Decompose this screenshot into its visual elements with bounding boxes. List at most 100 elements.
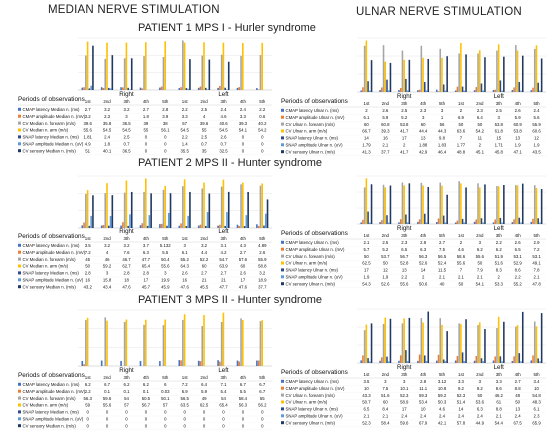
data-value-label: 0 — [145, 423, 148, 428]
data-value-label: 62.7 — [122, 264, 131, 269]
category-tick-label: 1st — [458, 372, 465, 377]
data-value-label: 0 — [87, 417, 90, 422]
bar — [220, 186, 223, 228]
data-value-label: 2.8 — [420, 379, 427, 384]
data-value-label: 50.4 — [161, 257, 170, 262]
data-value-label: 1.71 — [495, 143, 504, 148]
data-value-label: 2.5 — [496, 108, 503, 113]
bar — [106, 42, 108, 90]
data-value-label: 5.9 — [515, 115, 522, 120]
data-value-label: 8.3 — [496, 268, 503, 273]
bar — [540, 313, 543, 363]
patient3-title: PATIENT 3 MPS II - Hunter syndrome — [138, 294, 322, 306]
bar — [444, 361, 447, 363]
series-legend-label: CV Ulnar n. arm (m/s) — [286, 400, 328, 405]
bar — [86, 317, 89, 366]
category-tick-label: 2nd — [200, 236, 208, 241]
category-tick-label: 2nd — [476, 372, 484, 377]
bar — [463, 361, 466, 363]
data-value-label: 2 — [460, 240, 463, 245]
data-value-label: 5.5 — [162, 250, 169, 255]
data-value-label: 2.1 — [477, 275, 484, 280]
data-value-label: 0 — [164, 135, 167, 140]
bar — [424, 81, 426, 92]
data-value-label: 4.89 — [258, 243, 267, 248]
data-value-label: 2.4 — [420, 414, 427, 419]
series-legend-label: CV sensory Ulnar n. (m/s) — [286, 281, 336, 286]
data-value-label: 0.1 — [104, 389, 111, 394]
data-value-label: 2.4 — [104, 135, 111, 140]
side-label-left: Left — [494, 225, 505, 232]
legend-swatch — [18, 135, 21, 139]
data-value-label: 0.7 — [124, 142, 131, 147]
category-tick-label: 5th — [259, 236, 266, 241]
data-value-label: 52.9 — [513, 261, 522, 266]
data-value-label: 2.6 — [515, 240, 522, 245]
legend-swatch — [18, 285, 21, 289]
bar — [266, 199, 269, 228]
bar — [503, 56, 505, 92]
data-value-label: 0.03 — [161, 389, 170, 394]
bar — [418, 219, 421, 224]
bar — [530, 90, 533, 92]
data-value-label: 39.6 — [200, 121, 209, 126]
bar — [227, 191, 230, 228]
bar — [238, 225, 241, 228]
category-tick-label: 3th — [496, 101, 503, 106]
bar — [478, 322, 481, 363]
bar — [403, 185, 405, 224]
data-value-label: 47.8 — [532, 281, 541, 286]
category-tick-label: 1st — [85, 236, 92, 241]
data-value-label: 56.3 — [419, 254, 428, 259]
bar — [442, 215, 445, 224]
side-label-left: Left — [218, 228, 229, 235]
data-value-label: 3.2 — [104, 107, 111, 112]
bar — [256, 360, 258, 366]
series-legend-label: CV sensory Median n. (m/s) — [23, 148, 77, 153]
data-value-label: 13 — [421, 136, 426, 141]
bar — [120, 225, 122, 228]
data-value-label: 1.83 — [438, 143, 447, 148]
series-legend-label: CMAP latency Median n. (ms) — [23, 107, 81, 112]
legend-swatch — [18, 128, 21, 132]
bar — [521, 183, 524, 224]
data-value-label: 2.7 — [143, 107, 150, 112]
bar — [127, 225, 129, 228]
data-value-label: 43.5 — [532, 149, 541, 154]
data-value-label: 18.9 — [258, 278, 267, 283]
bar — [111, 55, 114, 90]
bar — [382, 45, 385, 92]
bar — [104, 193, 107, 228]
bar — [539, 222, 541, 224]
bar — [480, 218, 483, 224]
bar — [143, 56, 145, 90]
series-legend-label: SNAP amplitude Median n. (uV) — [23, 142, 84, 147]
bar — [139, 225, 142, 228]
bar — [540, 189, 543, 224]
bar — [379, 360, 381, 363]
bar — [106, 320, 108, 366]
bar — [226, 212, 228, 228]
data-value-label: 3 — [125, 114, 128, 119]
data-value-label: 2.2 — [496, 240, 503, 245]
bar — [159, 361, 161, 366]
bar — [382, 184, 385, 224]
series-legend-label: CMAP amplitude Ulnar n. (mV) — [286, 386, 345, 391]
legend-swatch — [18, 114, 21, 118]
bar — [518, 81, 521, 92]
data-value-label: 40.2 — [258, 121, 267, 126]
data-value-label: 2.7 — [240, 250, 247, 255]
category-tick-label: 3th — [401, 101, 408, 106]
series-legend-label: CMAP amplitude Ulnar n. (mV) — [286, 115, 345, 120]
legend-swatch — [281, 379, 284, 383]
data-value-label: 3 — [384, 379, 387, 384]
bar — [499, 356, 502, 363]
category-tick-label: 4th — [143, 375, 150, 380]
data-value-label: 6.5 — [363, 407, 370, 412]
data-value-label: 57 — [182, 121, 187, 126]
data-value-label: 5.4 — [221, 389, 228, 394]
data-value-label: 56.3 — [84, 396, 93, 401]
data-value-label: 50 — [515, 400, 520, 405]
